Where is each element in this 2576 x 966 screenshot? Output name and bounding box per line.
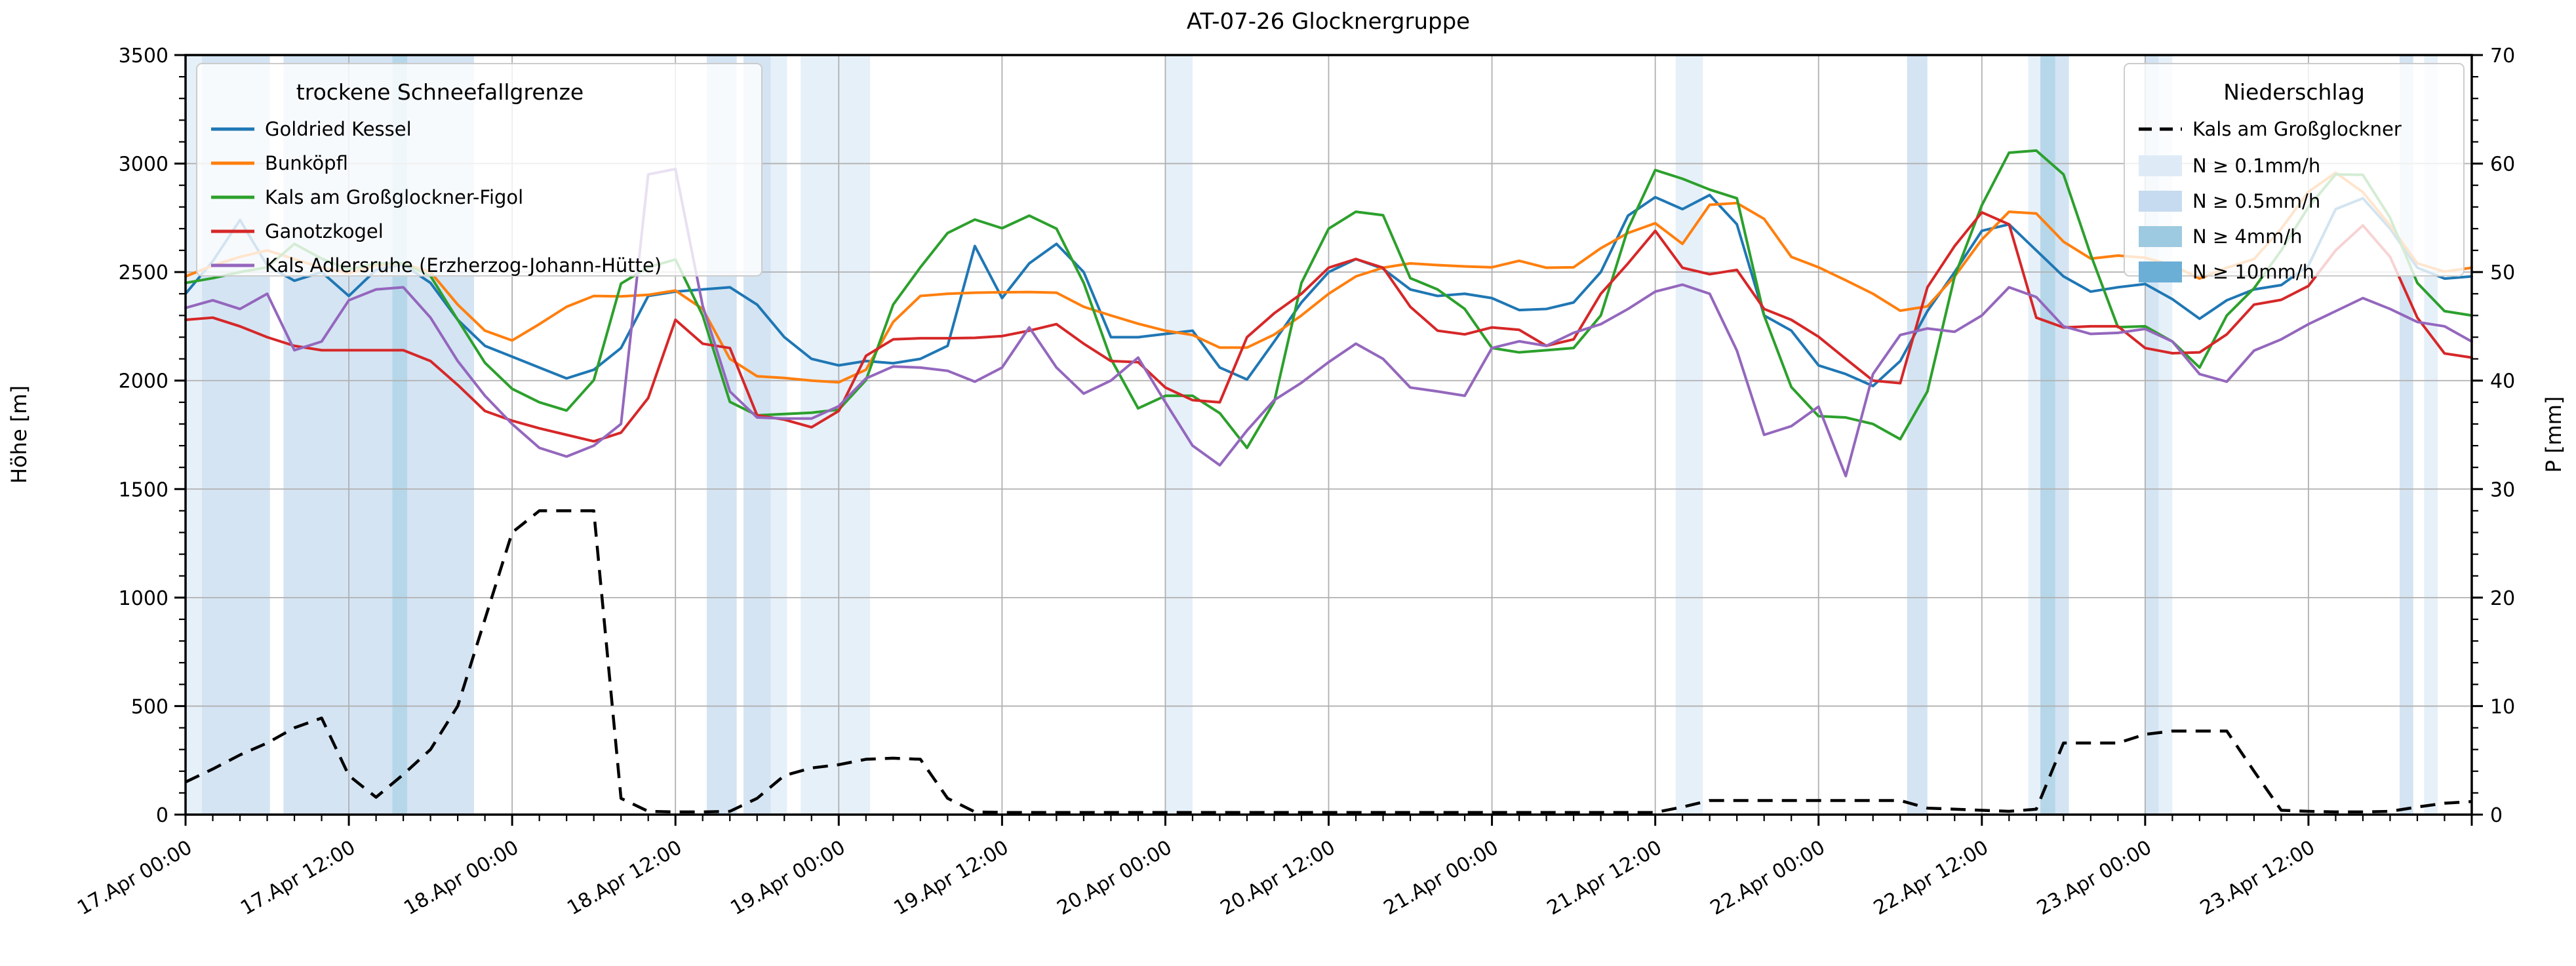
legend-band-swatch [2139,191,2182,212]
legend-entry-label: N ≥ 10mm/h [2192,261,2314,283]
right-axis-label: P [mm] [2541,396,2566,473]
x-tick-label: 21.Apr 12:00 [1543,836,1666,920]
legend-entry-label: N ≥ 0.5mm/h [2192,190,2320,212]
y-right-tick-label: 10 [2490,695,2515,718]
x-tick-label: 17.Apr 12:00 [237,836,359,920]
legend-title: Niederschlag [2223,79,2365,105]
y-left-tick-label: 0 [156,804,168,827]
legend-precip: Niederschlag Kals am Großglockner N ≥ 0.1m… [2124,63,2465,283]
snowline-series [184,211,2473,443]
x-tick-label: 22.Apr 12:00 [1870,836,1992,920]
legend-box [196,63,763,277]
chart-title: AT-07-26 Glocknergruppe [1187,9,1470,35]
snowline-series [184,149,2473,450]
precip-band [2028,55,2041,815]
x-tick-label: 23.Apr 00:00 [2033,836,2156,920]
snowline-series [184,171,2473,384]
series-layer [184,149,2473,814]
y-left-tick-label: 1500 [119,478,168,501]
y-left-tick-label: 3000 [119,153,168,176]
legend-entry-label: Bunköpfl [265,152,348,174]
x-tick-label: 22.Apr 00:00 [1707,836,1829,920]
legend-entry-label: Kals Adlersruhe (Erzherzog-Johann-Hütte) [265,254,662,277]
x-tick-label: 18.Apr 12:00 [563,836,686,920]
precip-band [2055,55,2069,815]
precip-band [1675,55,1703,815]
y-left-tick-label: 3500 [119,45,168,68]
y-right-tick-label: 70 [2490,45,2515,68]
y-right-tick-label: 50 [2490,261,2515,284]
y-left-tick-label: 2000 [119,370,168,393]
legend-band-swatch [2139,226,2182,247]
precip-band [801,55,871,815]
precip-band [1907,55,1928,815]
legend-entry-label: Ganotzkogel [265,220,384,242]
x-tick-label: 20.Apr 00:00 [1054,836,1176,920]
x-tick-label: 20.Apr 12:00 [1217,836,1339,920]
y-left-tick-label: 2500 [119,261,168,284]
y-left-tick-label: 1000 [119,587,168,610]
x-tick-label: 21.Apr 00:00 [1380,836,1503,920]
y-right-tick-label: 20 [2490,587,2515,610]
legend-title: trockene Schneefallgrenze [296,79,584,105]
legend-entry-label: N ≥ 4mm/h [2192,225,2303,248]
legend-box [2124,63,2465,277]
precip-band [1165,55,1193,815]
snowline-series [184,167,2473,478]
x-tick-label: 19.Apr 12:00 [890,836,1012,920]
x-tick-label: 23.Apr 12:00 [2196,836,2319,920]
y-right-tick-label: 30 [2490,478,2515,501]
legend-entry-label: Kals am Großglockner-Figol [265,186,523,208]
legend-band-swatch [2139,261,2182,282]
y-right-tick-label: 60 [2490,153,2515,176]
precip-series [185,509,2472,814]
x-tick-label: 19.Apr 00:00 [726,836,849,920]
left-axis-label: Höhe [m] [7,385,31,484]
legend-snowline: trockene Schneefallgrenze Goldried Kessel… [196,63,763,277]
legend-band-swatch [2139,155,2182,176]
y-right-tick-label: 0 [2490,804,2503,827]
x-tick-label: 18.Apr 00:00 [400,836,523,920]
x-tick-label: 17.Apr 00:00 [73,836,196,920]
precip-band [770,55,787,815]
snowline-series [184,193,2473,387]
precip-band [2040,55,2055,815]
legend-entry-label: Goldried Kessel [265,118,412,140]
y-left-tick-label: 500 [131,695,168,718]
legend-entry-label: N ≥ 0.1mm/h [2192,155,2320,177]
legend-entry-label: Kals am Großglockner [2192,118,2402,140]
legend-layer: trockene Schneefallgrenze Goldried Kessel… [196,63,2465,283]
y-right-tick-label: 40 [2490,370,2515,393]
